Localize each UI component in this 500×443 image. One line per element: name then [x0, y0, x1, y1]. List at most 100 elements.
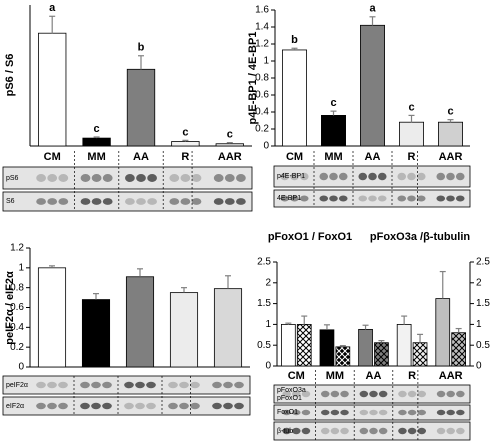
blot-band: [91, 381, 101, 389]
blot-band: [223, 402, 233, 410]
blot-band: [301, 427, 311, 435]
x-tick-label: MM: [87, 151, 105, 163]
y2-tick-label: 1.5: [476, 298, 490, 309]
error-bar: [49, 265, 55, 268]
error-bar: [291, 47, 298, 50]
blot-band: [398, 409, 407, 416]
blot-band: [456, 409, 465, 416]
series-label: pFoxO1 / FoxO1: [268, 231, 352, 243]
blot-band: [58, 381, 68, 389]
blot-band: [436, 195, 446, 202]
blot-band: [436, 427, 446, 435]
blot-frame: [273, 404, 471, 421]
blot-band: [398, 390, 407, 398]
x-tick-label: R: [181, 151, 189, 163]
bar: [282, 49, 307, 147]
bar: [399, 121, 424, 147]
blot-band: [301, 390, 311, 398]
blot-band: [213, 198, 224, 205]
blot-band: [168, 402, 178, 410]
blot-band: [47, 402, 57, 410]
error-bar: [447, 119, 454, 123]
y-tick-label: 1.2: [10, 243, 24, 254]
blot-band: [321, 409, 330, 416]
blot-band: [36, 381, 46, 389]
bar: [125, 276, 155, 368]
blot-band: [47, 174, 58, 182]
blot-band: [180, 198, 191, 205]
blot-band: [455, 195, 465, 202]
blot-label: eIF2α: [6, 403, 24, 410]
blot-band: [80, 381, 90, 389]
bar: [319, 329, 335, 367]
blot-band: [407, 390, 417, 398]
error-bar: [362, 324, 369, 330]
significance-letter: c: [447, 106, 453, 118]
x-tick-label: AA: [366, 370, 382, 382]
blot-band: [417, 427, 426, 435]
significance-letter: c: [330, 97, 336, 109]
blot-band: [358, 172, 368, 181]
blot-band: [340, 409, 349, 416]
blot-band: [125, 174, 135, 182]
x-tick-label: CM: [288, 370, 305, 382]
blot-label: pFoxO1: [277, 395, 302, 402]
y2-tick-label: 0.5: [476, 340, 490, 351]
blot-band: [407, 195, 416, 202]
significance-letter: c: [182, 126, 188, 138]
error-bar: [401, 315, 408, 325]
y2-tick-label: 2: [476, 277, 482, 288]
x-tick-label: AA: [365, 151, 381, 163]
bar: [396, 323, 412, 367]
y-axis-label: peIF2α / eIF2α: [4, 271, 16, 345]
blot-band: [397, 195, 407, 202]
blot-band: [91, 198, 102, 205]
blot-band: [292, 409, 301, 416]
blot-band: [169, 174, 180, 182]
error-bar: [323, 324, 330, 330]
blot-band: [135, 381, 145, 389]
bar: [435, 298, 451, 367]
blot-band: [378, 409, 388, 416]
blot-band: [321, 390, 330, 398]
blot-band: [407, 172, 416, 181]
bar: [281, 323, 296, 367]
y-tick-label: 0: [263, 141, 269, 152]
bar: [360, 24, 385, 147]
y2-tick-label: 2.5: [476, 257, 490, 268]
blot-band: [80, 198, 91, 205]
blot-band: [125, 198, 135, 205]
blot-band: [416, 172, 426, 181]
error-bar: [49, 15, 56, 34]
error-bar: [181, 287, 187, 293]
error-bar: [408, 114, 415, 123]
y-axis-label: pS6 / S6: [4, 54, 16, 97]
blot-band: [147, 174, 157, 182]
blot-band: [456, 390, 465, 398]
blot-band: [147, 198, 157, 205]
blot-band: [446, 195, 455, 202]
blot-band: [340, 390, 349, 398]
y-tick-label: 0: [18, 362, 24, 373]
blot-frame: [2, 191, 253, 212]
blot-band: [329, 172, 338, 181]
blot-band: [455, 172, 465, 181]
x-tick-label: R: [408, 151, 416, 163]
blot-band: [179, 402, 189, 410]
blot-frame: [273, 189, 471, 208]
blot-band: [407, 409, 417, 416]
significance-letter: b: [138, 42, 145, 54]
blot-band: [58, 174, 69, 182]
error-bar: [137, 268, 143, 277]
blot-band: [378, 427, 388, 435]
x-tick-label: R: [408, 370, 416, 382]
blot-band: [321, 427, 330, 435]
blot-band: [330, 409, 340, 416]
error-bar: [138, 55, 144, 70]
blot-band: [280, 195, 290, 202]
x-tick-label: AAR: [439, 370, 463, 382]
blot-band: [190, 381, 200, 389]
y-tick-label: 0.8: [10, 282, 24, 293]
y-tick-label: 0.6: [10, 302, 24, 313]
